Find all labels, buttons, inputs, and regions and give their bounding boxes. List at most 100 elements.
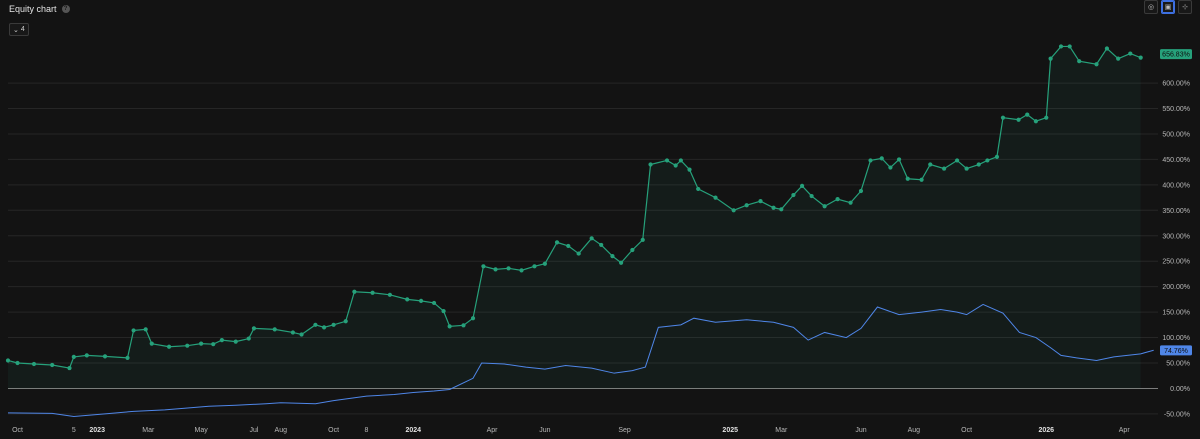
y-tick-label: 150.00% [1162, 310, 1190, 317]
last-value-label: 74.76% [1164, 348, 1188, 355]
equity-point [928, 162, 933, 167]
equity-point [131, 328, 136, 333]
x-tick-label: 8 [365, 427, 369, 434]
equity-point [868, 158, 873, 163]
equity-point [31, 361, 37, 367]
chart-header: Equity chart ? [9, 2, 70, 16]
equity-point [185, 343, 190, 348]
x-tick-label: Jun [855, 427, 866, 434]
equity-point [67, 365, 72, 371]
equity-point [532, 264, 537, 269]
equity-point [125, 355, 130, 361]
equity-point [610, 254, 615, 259]
equity-point [648, 162, 653, 167]
y-tick-label: 100.00% [1162, 335, 1190, 342]
equity-point [744, 203, 749, 208]
equity-point [1077, 59, 1082, 64]
equity-point [313, 322, 318, 327]
equity-point [1094, 62, 1099, 67]
equity-point [1104, 46, 1110, 51]
y-tick-label: 250.00% [1162, 259, 1190, 266]
y-tick-label: 450.00% [1162, 157, 1190, 164]
equity-point [1048, 56, 1053, 61]
x-tick-label: Mar [142, 427, 155, 434]
equity-point [166, 344, 172, 349]
equity-point [619, 260, 624, 265]
y-tick-label: 500.00% [1162, 131, 1190, 138]
equity-point [942, 166, 947, 171]
equity-point [370, 290, 375, 295]
equity-point [211, 342, 216, 347]
equity-point [15, 360, 20, 366]
equity-point [84, 353, 89, 358]
equity-point [352, 289, 357, 294]
equity-area [8, 46, 1141, 389]
equity-point [976, 162, 981, 167]
equity-point [822, 204, 827, 209]
equity-point [519, 268, 524, 273]
equity-point [954, 158, 960, 163]
equity-point [431, 300, 437, 306]
equity-point [506, 266, 511, 271]
zoom-dropdown[interactable]: ⌄ 4 [9, 23, 29, 36]
camera-icon[interactable]: ▣ [1161, 0, 1175, 14]
equity-point [50, 362, 55, 368]
equity-point [888, 165, 893, 170]
equity-point [696, 186, 701, 192]
crosshair-icon[interactable]: ⊹ [1178, 0, 1192, 14]
equity-point [554, 240, 560, 245]
equity-point [71, 354, 76, 359]
target-icon[interactable]: ◎ [1144, 0, 1158, 14]
equity-point [290, 330, 296, 335]
equity-point [1044, 115, 1049, 120]
equity-point [1033, 119, 1038, 124]
equity-point [233, 339, 238, 344]
x-tick-label: Apr [1119, 427, 1131, 434]
chevron-down-icon: ⌄ [13, 26, 19, 34]
equity-point [964, 166, 969, 171]
equity-point [640, 237, 645, 242]
equity-point [589, 236, 594, 241]
equity-point [599, 242, 604, 248]
equity-line [7, 45, 1141, 369]
equity-point [664, 158, 670, 163]
equity-point [331, 322, 336, 327]
x-tick-label: Apr [487, 427, 499, 434]
y-tick-label: 300.00% [1162, 233, 1190, 240]
y-tick-label: 50.00% [1166, 360, 1190, 367]
question-circle-icon[interactable]: ? [61, 5, 70, 13]
equity-point [858, 188, 864, 194]
equity-point [219, 337, 224, 343]
equity-point [905, 176, 910, 181]
equity-point [447, 324, 452, 329]
equity-point [1000, 115, 1006, 120]
y-tick-label: 550.00% [1162, 106, 1190, 113]
equity-point [1016, 117, 1021, 122]
x-tick-label: 2026 [1039, 427, 1055, 434]
equity-point [149, 341, 154, 346]
equity-point [251, 326, 257, 331]
x-tick-label: Jun [539, 427, 550, 434]
chart-toolbar: ◎ ▣ ⊹ [1144, 0, 1192, 14]
equity-point [566, 243, 571, 249]
equity-point [848, 200, 853, 205]
equity-point [678, 158, 683, 163]
equity-point [102, 354, 108, 359]
x-tick-label: Jul [249, 427, 258, 434]
equity-point [673, 163, 678, 168]
equity-point [199, 341, 204, 346]
last-value-tag [1160, 49, 1192, 60]
equity-point [5, 358, 11, 363]
y-tick-label: 350.00% [1162, 208, 1190, 215]
last-value-label: 656.83% [1162, 52, 1190, 59]
equity-point [779, 207, 784, 212]
x-tick-label: Aug [908, 427, 921, 434]
equity-point [1058, 44, 1064, 49]
equity-point [809, 193, 814, 199]
x-tick-label: Mar [775, 427, 788, 434]
chart-title: Equity chart [9, 4, 57, 14]
equity-point [879, 156, 884, 161]
equity-point [1138, 55, 1143, 60]
equity-point [405, 297, 410, 302]
